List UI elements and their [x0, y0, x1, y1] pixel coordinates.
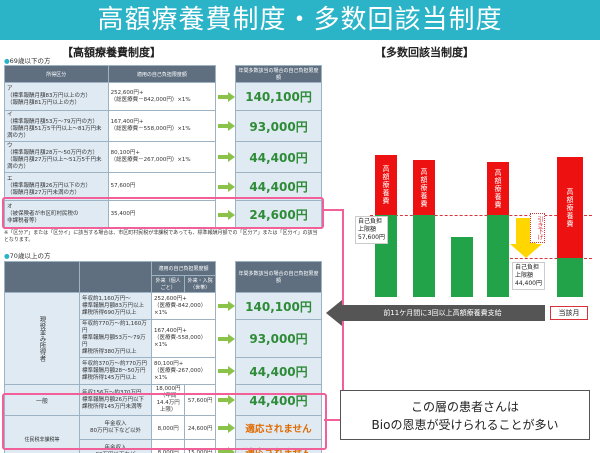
- t2-calc: 80,100円+ （医療費-267,000）×1%: [152, 358, 216, 385]
- self-limit-label-2: 自己負担 上限額 44,400円: [512, 262, 545, 290]
- reduction-label: 引き下げ: [530, 213, 545, 243]
- t1-row: イ （標準報酬月額53万～79万円の方） （報酬月額51万5千円以上～81万円未…: [5, 111, 322, 142]
- bar-red-2: 高額療養費: [413, 160, 435, 215]
- bar-red-1: 高額療養費: [375, 155, 397, 215]
- t1-val: 44,400円: [236, 142, 322, 173]
- t2-val: 93,000円: [236, 320, 322, 358]
- sub-label-69: ●69歳以下の方: [4, 55, 50, 65]
- t2-calc: 252,600円+ （医療費-842,000）×1%: [152, 293, 216, 320]
- period-arrow: 前11ケ月間に3回以上高額療養費支給: [340, 305, 545, 321]
- bar-red-4: 高額療養費: [487, 162, 509, 215]
- t1-cat: ア （標準報酬月額83万円以上の方） （報酬月額81万円以上の方）: [5, 83, 109, 111]
- bar-red-5: 高額療養費: [557, 157, 583, 258]
- t1-header-calc: 適用の自己負担限度額: [108, 66, 216, 83]
- highlight-row-o: [2, 197, 324, 229]
- t2-cat: 年収約370万～約770万円 標準報酬月額28～50万円 課税所得145万円以上: [80, 358, 152, 385]
- t2-calc: 167,400円+ （医療費-558,000）×1%: [152, 320, 216, 358]
- bar-green-4: [487, 215, 509, 297]
- page-title: 高額療養費制度・多数回該当制度: [0, 0, 600, 40]
- t1-cat: イ （標準報酬月額53万～79万円の方） （報酬月額51万5千円以上～81万円未…: [5, 111, 109, 142]
- sub-label-70: ●70歳以上の方: [4, 250, 50, 260]
- left-section-title: 【高額療養費制度】: [62, 44, 161, 60]
- self-limit-label-1: 自己負担 上限額 57,600円: [355, 216, 388, 244]
- t2-group-active: 現役並み所得者: [5, 293, 80, 385]
- t1-calc: 252,600円+ （総医療費－842,000円）×1%: [108, 83, 216, 111]
- right-section-title: 【多数回該当制度】: [375, 44, 474, 60]
- t1-cat: ウ （標準報酬月額28万～50万円の方） （報酬月額27万円以上～51万5千円未…: [5, 142, 109, 173]
- footnote: ※「区分ア」または「区分イ」に該当する場合は、市区町村民税が非課税であっても、標…: [4, 229, 322, 243]
- sub-label-70-text: 70歳以上の方: [10, 252, 51, 260]
- bar-green-5: [557, 258, 583, 297]
- callout-line-2: Bioの恩恵が受けられることが多い: [341, 416, 589, 434]
- t2-val: 140,100円: [236, 293, 322, 320]
- t1-arrow-cell: [216, 142, 236, 173]
- t1-val: 93,000円: [236, 111, 322, 142]
- t2-val: 44,400円: [236, 358, 322, 385]
- t2-header-out: 外来（個人ごと）: [152, 276, 185, 293]
- bar-green-3: [451, 237, 473, 297]
- bar-green-2: [413, 215, 435, 297]
- t2-cat: 年収約1,160万円～ 標準報酬月額83万円以上 課税所得690万円以上: [80, 293, 152, 320]
- t1-arrow-cell: [216, 111, 236, 142]
- highlight-low-income: [2, 393, 327, 450]
- t2-header-both: 外来・入院（世帯）: [185, 276, 216, 293]
- sub-label-69-text: 69歳以下の方: [10, 57, 51, 65]
- t1-calc: 80,100円+ （総医療費－267,000円）×1%: [108, 142, 216, 173]
- t1-row: ウ （標準報酬月額28万～50万円の方） （報酬月額27万円以上～51万5千円未…: [5, 142, 322, 173]
- t2-header-val: 年間多数該当の場合の自己負担限度額: [236, 262, 322, 293]
- callout-line-1: この層の患者さんは: [341, 398, 589, 416]
- current-month-box: 当該月: [550, 306, 588, 320]
- t1-val: 140,100円: [236, 83, 322, 111]
- reduction-arrow-head: [510, 244, 542, 258]
- t2-row: 現役並み所得者年収約1,160万円～ 標準報酬月額83万円以上 課税所得690万…: [5, 293, 322, 320]
- t2-arrow-cell: [216, 293, 236, 320]
- t1-row: ア （標準報酬月額83万円以上の方） （報酬月額81万円以上の方）252,600…: [5, 83, 322, 111]
- callout-box: この層の患者さんは Bioの恩恵が受けられることが多い: [340, 390, 590, 440]
- t2-header-calc: 適用の自己負担限度額: [152, 262, 216, 276]
- t1-header-cat: 所得区分: [5, 66, 109, 83]
- t2-arrow-cell: [216, 320, 236, 358]
- t1-calc: 167,400円+ （総医療費－558,000円）×1%: [108, 111, 216, 142]
- t1-header-val: 年間多数該当の場合の自己負担限度額: [236, 66, 322, 83]
- t2-arrow-cell: [216, 358, 236, 385]
- t1-arrow-cell: [216, 83, 236, 111]
- t2-cat: 年収約770万～約1,160万円 標準報酬月額53万～79万円 課税所得380万…: [80, 320, 152, 358]
